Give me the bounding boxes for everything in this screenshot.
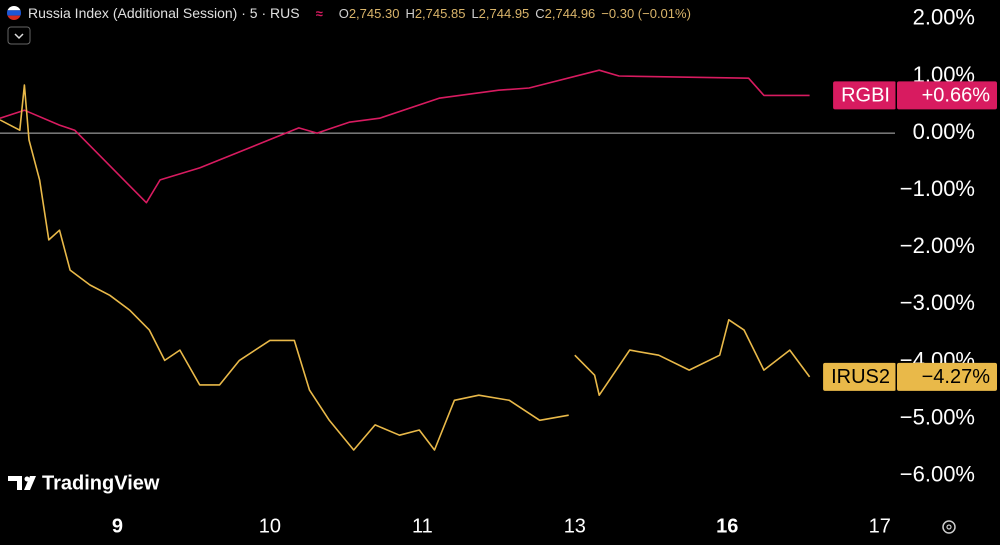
tag-value: −4.27%	[922, 366, 991, 388]
ohlc-value: 2,744.95	[478, 5, 530, 21]
gear[interactable]	[942, 520, 956, 534]
collapse-button[interactable]	[7, 26, 31, 45]
settings-icon[interactable]	[942, 520, 956, 534]
tag-name: RGBI	[841, 85, 890, 107]
ohlc-label: L	[471, 5, 479, 21]
y-tick-label: −5.00%	[900, 404, 975, 429]
ohlc-item: O2,745.30	[339, 6, 400, 21]
line	[0, 84, 811, 451]
price-tag: RGBI +0.66%	[833, 81, 997, 110]
ohlc-value: 2,744.96	[544, 5, 596, 21]
ohlc-label: H	[405, 5, 415, 21]
ohlc-label: O	[338, 5, 349, 21]
y-tick-label: −3.00%	[900, 290, 975, 315]
tag-name: IRUS2	[831, 366, 890, 388]
tag-name-box	[823, 362, 896, 391]
ohlc-value: 2,745.85	[414, 5, 466, 21]
x-tick-label: 9	[112, 515, 123, 537]
tag-value-box	[897, 362, 997, 391]
ohlc-item: C2,744.96	[535, 6, 595, 21]
ohlc-label: C	[535, 5, 545, 21]
y-tick-label: −2.00%	[900, 233, 975, 258]
ohlc-values: O2,745.30 H2,745.85 L2,744.95 C2,744.96	[339, 6, 596, 21]
ohlc-item: H2,745.85	[405, 6, 465, 21]
x-tick-label: 17	[869, 515, 891, 537]
y-tick-label: 2.00%	[913, 5, 975, 30]
x-tick-label: 11	[412, 515, 433, 537]
symbol-title: Russia Index (Additional Session) · 5 · …	[28, 5, 300, 21]
flag-icon	[7, 6, 21, 20]
tag-value: +0.66%	[922, 85, 991, 107]
logo-dot	[24, 476, 30, 482]
gear-center	[946, 524, 952, 530]
ohlc-item: L2,744.95	[471, 6, 529, 21]
y-tick-label: 0.00%	[913, 119, 975, 144]
session-icon: ≈	[315, 5, 323, 21]
y-tick-label: −6.00%	[900, 462, 975, 487]
ohlc-value: 2,745.30	[348, 5, 400, 21]
tag-name-box	[833, 81, 896, 110]
x-tick-label: 13	[564, 515, 586, 537]
x-tick-label: 16	[716, 515, 738, 537]
line	[0, 69, 810, 204]
change: −0.30 (−0.01%)	[601, 5, 691, 21]
x-tick-label: 10	[259, 515, 281, 537]
y-tick-label: −1.00%	[900, 176, 975, 201]
watermark: TradingView	[42, 472, 160, 494]
tag-value-box	[897, 81, 997, 110]
logo: TradingView	[8, 472, 160, 494]
price-tag: IRUS2 −4.27%	[823, 362, 997, 391]
chevron-icon	[14, 33, 24, 40]
legend-header: Russia Index (Additional Session) · 5 · …	[6, 5, 691, 21]
